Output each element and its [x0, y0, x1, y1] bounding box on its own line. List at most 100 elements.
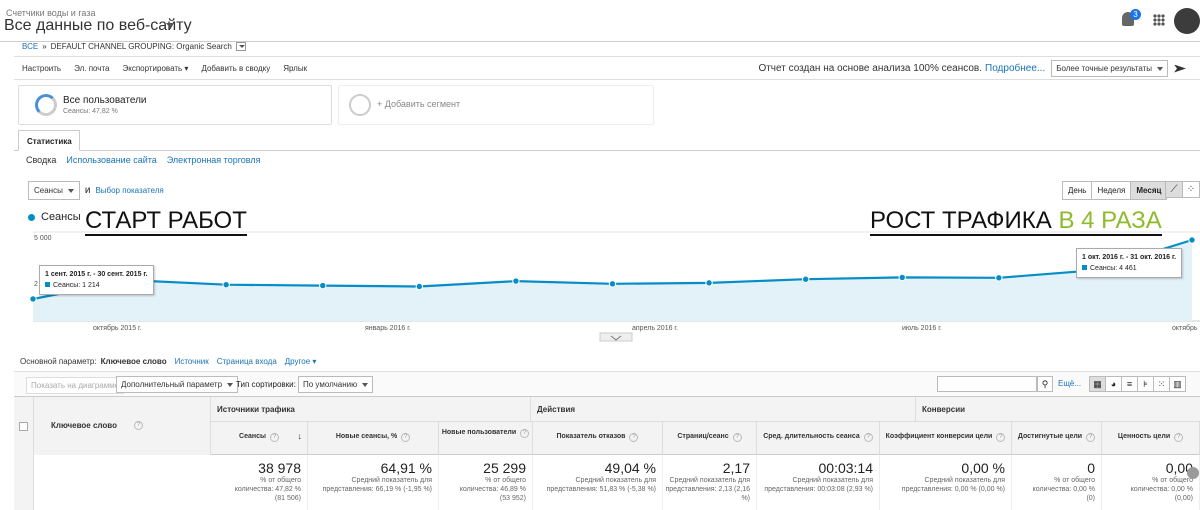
subtab-ecommerce[interactable]: Электронная торговля [166, 155, 261, 165]
add-segment[interactable]: + Добавить сегмент [338, 85, 654, 125]
y-tick-label: 5 000 [34, 235, 52, 242]
sort-type-select[interactable]: По умолчанию [298, 376, 374, 393]
help-icon[interactable]: ? [401, 433, 411, 442]
add-to-dashboard-button[interactable]: Добавить в сводку [201, 63, 271, 73]
pie-view-icon[interactable]: ◕ [1105, 376, 1122, 392]
view-selector[interactable]: Все данные по веб-сайту [4, 17, 192, 34]
dimension-landing-page[interactable]: Страница входа [216, 357, 277, 366]
sort-desc-icon[interactable]: ↓ [297, 431, 303, 441]
column-header[interactable]: Страниц/сеанс? [663, 422, 757, 455]
help-icon[interactable]: ? [732, 433, 742, 442]
pivot-view-icon[interactable]: ▥ [1169, 376, 1186, 392]
chevron-down-icon [227, 382, 234, 387]
column-header[interactable]: Ценность цели? [1102, 422, 1200, 455]
group-conversions: Конверсии [922, 405, 966, 414]
data-point[interactable] [995, 274, 1003, 282]
help-icon[interactable]: ? [134, 421, 143, 430]
data-point[interactable] [415, 282, 424, 291]
data-point[interactable] [29, 295, 37, 303]
chevron-down-icon[interactable] [166, 23, 174, 28]
data-point[interactable] [319, 281, 327, 290]
breadcrumb-root[interactable]: ВСЕ [22, 42, 39, 51]
secondary-dimension-select[interactable]: Дополнительный параметр [116, 376, 239, 393]
total-value: 64,91 % [380, 460, 432, 476]
column-header[interactable]: Достигнутые цели? [1012, 422, 1102, 455]
dimension-other-label: Другое [284, 357, 311, 366]
shortcut-button[interactable]: Ярлык [283, 63, 308, 73]
total-subtext: % от общего [260, 477, 301, 484]
help-icon[interactable]: ? [1174, 433, 1184, 442]
more-options-link[interactable]: Ещё... [1058, 379, 1082, 388]
chart-resize-handle[interactable] [599, 332, 633, 342]
checkbox-column [14, 397, 34, 510]
data-point[interactable] [705, 279, 713, 287]
total-subtext: представления: 2,13 (2,16 %) [665, 486, 750, 502]
help-icon[interactable]: ? [269, 433, 279, 442]
column-header-label: Новые сеансы, % [335, 433, 398, 440]
line-chart-icon[interactable]: ⟋ [1165, 181, 1183, 198]
segment-all-users[interactable]: Все пользователи Сеансы: 47,82 % [18, 85, 332, 125]
help-icon[interactable]: ? [629, 433, 639, 442]
email-button[interactable]: Эл. почта [74, 63, 110, 73]
share-icon[interactable] [1174, 64, 1186, 73]
data-point[interactable] [801, 275, 810, 283]
period-month[interactable]: Месяц [1130, 181, 1168, 200]
column-header[interactable]: Сеансы? ↓ [211, 422, 308, 455]
more-link[interactable]: Подробнее... [985, 63, 1046, 74]
data-point[interactable] [608, 280, 617, 288]
subtab-site-usage[interactable]: Использование сайта [66, 155, 157, 165]
chart-type-buttons: ⟋ ⁘ [1165, 181, 1200, 198]
table-view-icon[interactable]: ▦ [1089, 376, 1106, 392]
chevron-down-icon [1157, 66, 1163, 71]
term-cloud-icon[interactable]: ⁙ [1153, 376, 1170, 392]
data-point[interactable] [898, 273, 906, 282]
choose-metric-link[interactable]: Выбор показателя [95, 186, 164, 195]
column-header[interactable]: Сред. длительность сеанса? [757, 422, 880, 455]
help-icon[interactable]: ? [1086, 433, 1096, 442]
column-header[interactable]: Новые пользователи? [439, 422, 533, 455]
help-fab-icon[interactable] [1187, 467, 1199, 479]
bar-view-icon[interactable]: ≡ [1121, 376, 1138, 392]
help-icon[interactable]: ? [863, 433, 873, 442]
plot-rows-button[interactable]: Показать на диаграмме [26, 377, 125, 394]
dimension-source[interactable]: Источник [174, 357, 209, 366]
breadcrumb-dropdown[interactable] [235, 42, 246, 51]
avatar[interactable] [1174, 8, 1200, 34]
group-behavior: Действия [537, 405, 576, 414]
series-swatch [1082, 265, 1087, 270]
chart-legend: Сеансы [28, 211, 81, 223]
data-point[interactable] [1188, 236, 1196, 244]
subtab-summary[interactable]: Сводка [26, 155, 57, 165]
help-icon[interactable]: ? [996, 433, 1006, 442]
key-column-header[interactable]: Ключевое слово ? [34, 397, 211, 455]
apps-grid-icon[interactable] [1153, 14, 1165, 26]
metric-select[interactable]: Сеансы [28, 181, 80, 200]
select-all-checkbox[interactable] [19, 422, 28, 431]
segment-subtitle: Сеансы: 47,82 % [63, 108, 118, 115]
column-header[interactable]: Коэффициент конверсии цели? [880, 422, 1012, 455]
export-button[interactable]: Экспортировать ▾ [122, 63, 189, 73]
total-subtext: (0,00) [1174, 495, 1193, 502]
tab-statistics[interactable]: Статистика [18, 130, 80, 151]
precision-select[interactable]: Более точные результаты [1051, 60, 1168, 77]
dimension-other[interactable]: Другое ▾ [284, 357, 317, 366]
annotation-growth-highlight: В 4 РАЗА [1058, 207, 1162, 234]
data-point[interactable] [222, 280, 230, 289]
data-point[interactable] [512, 277, 520, 285]
period-week[interactable]: Неделя [1091, 181, 1132, 200]
table-search-input[interactable] [937, 376, 1037, 392]
search-icon[interactable]: ⚲ [1037, 376, 1053, 392]
period-day[interactable]: День [1062, 181, 1093, 200]
series-swatch [45, 282, 50, 287]
help-icon[interactable]: ? [520, 429, 530, 438]
breadcrumb: ВСЕ » DEFAULT CHANNEL GROUPING: Organic … [22, 42, 246, 51]
motion-chart-icon[interactable]: ⁘ [1182, 181, 1200, 198]
divider [915, 397, 916, 422]
table-controls: Показать на диаграмме Дополнительный пар… [14, 371, 1200, 397]
customize-button[interactable]: Настроить [22, 63, 62, 73]
column-header[interactable]: Показатель отказов? [533, 422, 663, 455]
column-header[interactable]: Новые сеансы, %? [308, 422, 439, 455]
comparison-view-icon[interactable]: ⊧ [1137, 376, 1154, 392]
dimension-keyword[interactable]: Ключевое слово [100, 357, 167, 366]
column-header-label: Страниц/сеанс [677, 433, 729, 440]
